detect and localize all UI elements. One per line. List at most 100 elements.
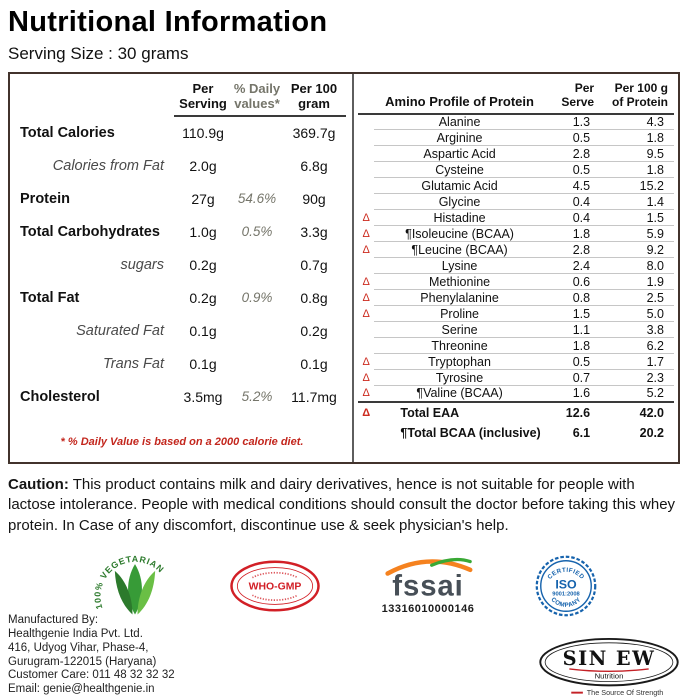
nutrition-facts: Per Serving % Daily values* Per 100 gram…	[10, 74, 354, 462]
nutrient-label: Total Fat	[20, 289, 80, 306]
nutrition-row: Total Carbohydrates 1.0g 0.5% 3.3g	[18, 215, 346, 248]
serving-size: Serving Size : 30 grams	[8, 44, 189, 63]
manufacturer-line: Customer Care: 011 48 32 32 32	[8, 669, 175, 682]
amino-per-serve: 2.8	[544, 145, 601, 163]
nutrient-label: sugars	[120, 256, 164, 273]
amino-name: Cysteine	[374, 161, 545, 179]
per-serving-value: 110.9g	[182, 125, 224, 142]
amino-per-serve: 0.5	[544, 353, 601, 371]
amino-per-serve: 2.8	[544, 241, 601, 259]
brand-name: SIN EW	[563, 647, 656, 670]
daily-value-footnote: * % Daily Value is based on a 2000 calor…	[60, 436, 304, 448]
manufacturer-info: Manufactured By: Healthgenie India Pvt. L…	[8, 614, 175, 697]
amino-per-serve: 12.6	[544, 400, 601, 423]
amino-row: Δ ¶Isoleucine (BCAA) 1.8 5.9	[358, 225, 674, 243]
eaa-marker-icon	[358, 322, 374, 338]
eaa-marker-icon: Δ	[362, 371, 370, 384]
nutrition-row: Calories from Fat 2.0g 6.8g	[18, 149, 346, 182]
amino-row: Threonine 1.8 6.2	[358, 337, 674, 355]
amino-per-serve: 1.8	[544, 337, 601, 355]
amino-total-row: Δ Total EAA 12.6 42.0	[358, 400, 674, 423]
amino-profile: Amino Profile of Protein Per Serve Per 1…	[354, 74, 678, 462]
iso-company-label: COMPANY	[549, 596, 582, 609]
amino-row: Arginine 0.5 1.8	[358, 129, 674, 147]
daily-value: 0.9%	[241, 290, 273, 306]
per-serving-value: 0.1g	[189, 355, 217, 372]
eaa-marker-icon: Δ	[362, 355, 370, 368]
daily-value	[232, 347, 282, 380]
eaa-marker-icon	[358, 114, 374, 130]
nutrient-label: Cholesterol	[20, 388, 100, 405]
nutrient-label: Protein	[20, 190, 70, 207]
amino-name: Threonine	[374, 337, 545, 355]
eaa-marker-icon	[358, 178, 374, 194]
nutrition-row: Total Calories 110.9g 369.7g	[18, 116, 346, 149]
per-100g-value: 0.7g	[300, 256, 328, 273]
amino-per-100g: 6.2	[600, 337, 674, 355]
amino-per-serve: 0.5	[544, 161, 601, 179]
amino-per-serve: 0.7	[544, 369, 601, 387]
amino-row: Δ ¶Leucine (BCAA) 2.8 9.2	[358, 241, 674, 259]
amino-per-serve: 0.8	[544, 289, 601, 307]
iso-scalloped-ring	[535, 555, 597, 617]
eaa-marker-icon	[358, 194, 374, 210]
fssai-orange-swoosh	[385, 559, 473, 576]
amino-per-100g: 1.9	[600, 273, 674, 291]
per-serving-value: 3.5mg	[183, 388, 223, 405]
iso-label: ISO	[555, 577, 577, 591]
caution-note: Caution: This product contains milk and …	[8, 475, 682, 536]
caution-body: This product contains milk and dairy der…	[8, 476, 676, 534]
iso-standard-number: 9001:2008	[552, 591, 580, 597]
eaa-marker-icon: Δ	[362, 291, 370, 304]
eaa-marker-icon: Δ	[362, 243, 370, 256]
eaa-marker-column	[358, 82, 375, 115]
column-per-serve: Per Serve	[544, 81, 601, 115]
column-per-100-gram: Per 100 gram	[282, 81, 346, 118]
amino-row: Serine 1.1 3.8	[358, 321, 674, 339]
eaa-marker-icon: Δ	[362, 307, 370, 320]
eaa-marker-icon: Δ	[362, 211, 370, 224]
daily-value: 0.5%	[241, 224, 273, 240]
sinew-inner-ring	[544, 642, 674, 682]
amino-name: Alanine	[374, 113, 545, 131]
amino-per-serve: 1.6	[544, 385, 601, 403]
amino-row: Cysteine 0.5 1.8	[358, 161, 674, 179]
eaa-marker-icon	[358, 146, 374, 162]
leaf-icon	[114, 570, 133, 615]
amino-per-100g: 42.0	[600, 400, 674, 423]
daily-value	[232, 248, 282, 281]
per-100g-value: 11.7mg	[291, 388, 337, 405]
amino-name: Tyrosine	[374, 369, 545, 387]
leaf-icon	[137, 570, 156, 615]
daily-value: 5.2%	[241, 389, 273, 405]
column-per-100g-protein: Per 100 g of Protein	[600, 81, 674, 115]
brand-red-swoosh	[569, 668, 649, 673]
manufacturer-line: 416, Udyog Vihar, Phase-4,	[8, 641, 149, 654]
per-serving-value: 2.0g	[189, 157, 217, 174]
amino-per-serve: 0.5	[544, 129, 601, 147]
amino-per-serve: 4.5	[544, 177, 601, 195]
certification-logos: 100% VEGETARIAN WHO-GMP fssai 1331601000…	[8, 546, 682, 626]
amino-total-row: ¶Total BCAA (inclusive) 6.1 20.2	[358, 423, 674, 444]
amino-name: ¶Total BCAA (inclusive)	[400, 426, 541, 441]
per-serving-value: 0.2g	[189, 256, 217, 273]
per-100g-value: 369.7g	[292, 125, 336, 142]
amino-name: Arginine	[374, 129, 545, 147]
amino-per-100g: 5.9	[600, 225, 674, 243]
amino-per-100g: 1.8	[600, 129, 674, 147]
per-100g-value: 0.1g	[300, 355, 328, 372]
eaa-marker-icon	[358, 338, 374, 354]
nutrition-panel: Per Serving % Daily values* Per 100 gram…	[8, 72, 680, 464]
amino-profile-title: Amino Profile of Protein	[374, 82, 545, 115]
who-inner-ring	[236, 566, 314, 605]
amino-profile-table: Amino Profile of Protein Per Serve Per 1…	[358, 81, 674, 444]
amino-per-100g: 15.2	[600, 177, 674, 195]
micro-text-arc	[252, 571, 298, 579]
daily-value: 54.6%	[237, 191, 277, 207]
amino-per-serve: 1.5	[544, 305, 601, 323]
amino-per-100g: 1.7	[600, 353, 674, 371]
amino-name: Total EAA	[374, 400, 545, 423]
who-gmp-label: WHO-GMP	[249, 581, 302, 592]
nutrient-column-spacer	[18, 82, 174, 116]
per-100g-value: 0.8g	[300, 289, 328, 306]
